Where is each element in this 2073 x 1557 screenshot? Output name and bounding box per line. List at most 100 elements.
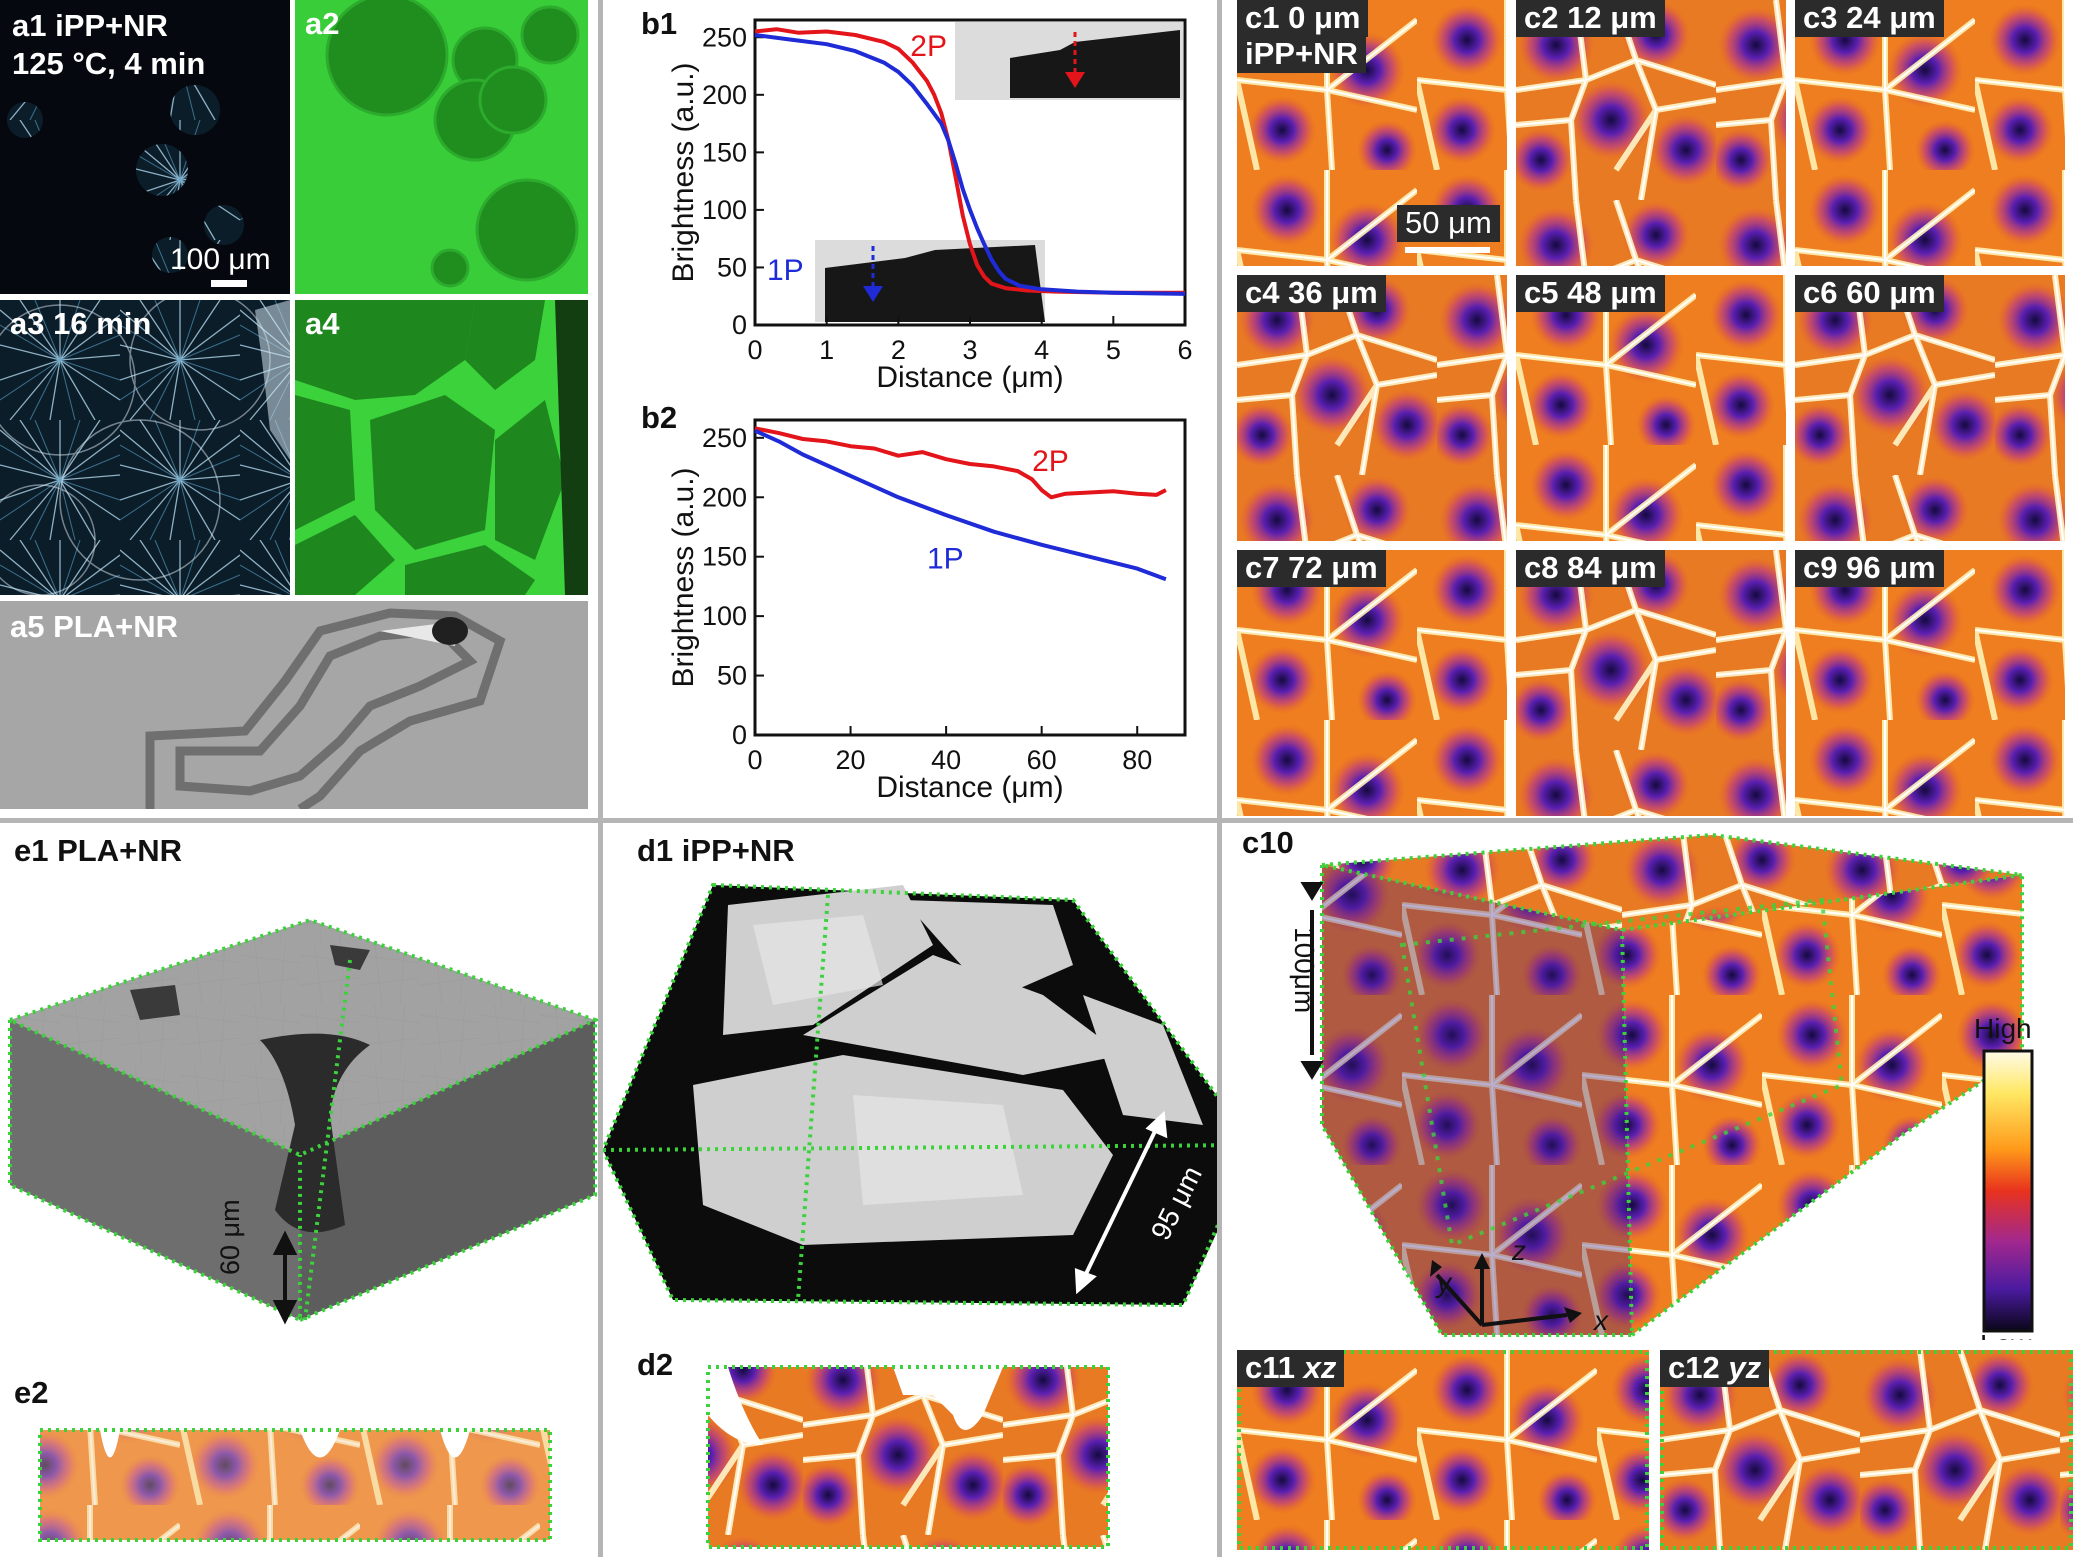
c-tile-label: c5 48 μm [1516, 275, 1665, 312]
c12-heatmap [1660, 1350, 2073, 1550]
panel-e2-label: e2 [14, 1375, 49, 1410]
panel-a5-micrograph: a5 PLA+NR [0, 601, 588, 809]
series-line-1p [754, 33, 1186, 296]
series-line-1p [754, 428, 1167, 582]
panel-c-tile: c5 48 μm [1516, 275, 1786, 541]
panel-d1-label: d1 iPP+NR [637, 833, 795, 868]
c-tile-label: c8 84 μm [1516, 550, 1665, 587]
panel-c-tile: c4 36 μm [1237, 275, 1507, 541]
c-tile-heatmap [1237, 550, 1507, 816]
panel-a3-label: a3 16 min [10, 306, 152, 341]
series-label-2p: 2P [910, 30, 947, 63]
panel-a1-label: a1 iPP+NR [12, 8, 168, 43]
panel-b2-label: b2 [641, 400, 678, 435]
panel-c12-label: c12 yz [1660, 1350, 1770, 1387]
panel-c-tile: c6 60 μm [1795, 275, 2065, 541]
divider-horizontal [0, 818, 2073, 823]
x-tick-label: 0 [747, 745, 762, 775]
panel-a4-fluorescence: a4 [295, 300, 588, 595]
panel-c11-prefix: c11 [1245, 1350, 1304, 1385]
x-tick-label: 20 [836, 745, 866, 775]
inset-arrowhead-2p [1065, 72, 1085, 88]
panel-c10-3d-render: c10 100μm z x y High Low [1222, 825, 2073, 1340]
series-label-1p: 1P [767, 254, 804, 287]
y-tick-label: 250 [702, 423, 747, 453]
y-tick-label: 0 [732, 310, 747, 340]
d2-heatmap-section [706, 1365, 1110, 1549]
y-tick-label: 200 [702, 482, 747, 512]
y-tick-label: 250 [702, 22, 747, 52]
c-tile-heatmap [1516, 550, 1786, 816]
y-tick-label: 150 [702, 542, 747, 572]
d1-3d-volume [603, 882, 1217, 1308]
panel-c11-xz-section: c11 xz [1237, 1350, 1649, 1550]
y-tick-label: 0 [732, 720, 747, 750]
c-tile-heatmap [1516, 275, 1786, 541]
panel-b1-label: b1 [641, 6, 678, 41]
c10-axis-x: x [1594, 1305, 1608, 1336]
panel-c-tile: c2 12 μm [1516, 0, 1786, 266]
series-label-1p: 1P [927, 543, 964, 576]
inset-arrowhead-1p [863, 286, 883, 302]
panel-d2-label: d2 [637, 1347, 674, 1382]
x-axis-label: Distance (μm) [876, 361, 1063, 394]
c-tile-label: c4 36 μm [1237, 275, 1386, 312]
y-tick-label: 50 [717, 252, 747, 282]
panel-c-tile: c3 24 μm [1795, 0, 2065, 266]
c-tile-sample-label: iPP+NR [1237, 36, 1366, 73]
chart-b1-plot: 0 1 2 3 4 5 6 0 50 100 150 200 250 Distance (μm) Brigh… [667, 18, 1193, 394]
panel-c-tile: c8 84 μm [1516, 550, 1786, 816]
fluorescence-image-a4 [295, 300, 588, 595]
c10-axis-y: y [1437, 1267, 1451, 1298]
y-axis-label: Brightness (a.u.) [667, 467, 700, 687]
panel-a5-label: a5 PLA+NR [10, 609, 178, 644]
panel-a2-label: a2 [305, 6, 340, 41]
panel-c11-axis: xz [1303, 1350, 1337, 1385]
x-tick-label: 60 [1027, 745, 1057, 775]
c10-axis-z: z [1512, 1235, 1526, 1266]
x-tick-label: 40 [931, 745, 961, 775]
x-tick-label: 1 [819, 335, 834, 365]
panel-c-tile: c9 96 μm [1795, 550, 2065, 816]
panel-e1-3d-render: e1 PLA+NR 60 μm [0, 825, 598, 1325]
c10-depth-label: 100μm [1289, 927, 1320, 1014]
x-tick-label: 0 [747, 335, 762, 365]
banded-spherulite-image-a5 [0, 601, 588, 809]
chart-b2-plot: 0 20 40 60 80 0 50 100 150 200 250 Distance (μm) Bri… [667, 418, 1187, 804]
x-axis-label: Distance (μm) [876, 771, 1063, 804]
chart-b1: b1 0 1 2 3 4 5 6 0 50 100 150 200 250 Distance (μm) Br… [605, 0, 1210, 410]
panel-a2-fluorescence: a2 [295, 0, 588, 294]
e1-3d-volume [4, 917, 598, 1325]
scale-bar-c1 [1405, 247, 1490, 253]
scale-bar-a1 [211, 280, 247, 287]
panel-c-tile: c1 0 μm iPP+NR 50 μm [1237, 0, 1507, 266]
y-axis-label: Brightness (a.u.) [667, 62, 700, 282]
c-tile-label: c9 96 μm [1795, 550, 1944, 587]
y-tick-label: 150 [702, 137, 747, 167]
inset-image-1p-dark [825, 245, 1045, 322]
fluorescence-image-a2 [295, 0, 588, 294]
divider-vertical-left [598, 0, 603, 1557]
panel-c-grid: c1 0 μm iPP+NR 50 μm c2 12 μm c3 24 μm c4 36 … [1237, 0, 2073, 816]
panel-c11-label: c11 xz [1237, 1350, 1345, 1387]
y-tick-label: 100 [702, 601, 747, 631]
panel-d2-cross-section: d2 [603, 1335, 1217, 1557]
x-tick-label: 4 [1034, 335, 1049, 365]
panel-c10-label: c10 [1242, 825, 1294, 860]
series-label-2p: 2P [1032, 445, 1069, 478]
y-tick-label: 200 [702, 80, 747, 110]
panel-a3-polarized-micrograph: a3 16 min [0, 300, 290, 595]
spherulite-image-a3 [0, 300, 290, 595]
spherulite-image-a1 [7, 85, 244, 273]
x-tick-label: 3 [962, 335, 977, 365]
panel-a4-label: a4 [305, 306, 340, 341]
e1-depth-label: 60 μm [215, 1199, 245, 1275]
c-tile-heatmap [1795, 550, 2065, 816]
panel-d1-3d-render: d1 iPP+NR 95 μm [603, 825, 1217, 1325]
c-tile-label: c2 12 μm [1516, 0, 1665, 37]
scale-bar-label-a1: 100 μm [170, 243, 271, 276]
scale-bar-label-c1: 50 μm [1397, 205, 1500, 242]
series-line-2p [754, 426, 1167, 500]
panel-e1-label: e1 PLA+NR [14, 833, 182, 868]
y-tick-label: 100 [702, 195, 747, 225]
